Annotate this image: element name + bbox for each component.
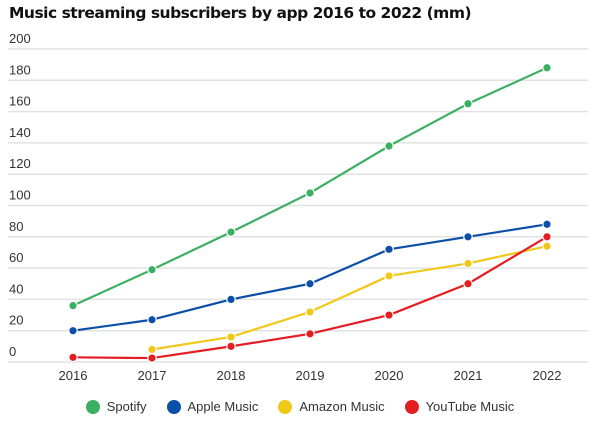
x-tick-label: 2022 — [533, 368, 562, 383]
legend-label: Amazon Music — [299, 399, 385, 414]
data-point[interactable] — [226, 341, 236, 352]
data-point[interactable] — [68, 325, 78, 336]
legend-item[interactable]: Amazon Music — [278, 399, 385, 414]
x-axis-ticks: 2016 2017 2018 2019 2020 2021 2022 — [59, 368, 562, 383]
data-point[interactable] — [226, 227, 236, 237]
y-tick-label: 180 — [9, 62, 31, 77]
legend-label: Spotify — [106, 399, 147, 414]
data-point[interactable] — [384, 141, 394, 151]
series-amazon-music — [147, 241, 552, 355]
y-tick-label: 120 — [9, 156, 31, 171]
line-chart: 0 20 40 60 80 100 120 140 160 180 200 2016 2017 2018… — [8, 31, 588, 383]
x-tick-label: 2019 — [296, 368, 325, 383]
data-point[interactable] — [542, 232, 552, 242]
data-point[interactable] — [147, 264, 157, 275]
data-point[interactable] — [384, 271, 394, 281]
x-tick-label: 2020 — [375, 368, 404, 383]
data-point[interactable] — [305, 329, 315, 339]
data-point[interactable] — [463, 232, 473, 242]
data-point[interactable] — [147, 353, 157, 363]
legend-item[interactable]: Spotify — [85, 399, 147, 414]
data-point[interactable] — [305, 188, 315, 198]
y-axis-ticks: 0 20 40 60 80 100 120 140 160 180 200 — [9, 31, 31, 359]
legend-label: Apple Music — [187, 399, 259, 414]
data-point[interactable] — [305, 307, 315, 317]
legend-marker-icon — [166, 399, 181, 414]
legend-marker-icon — [404, 399, 419, 414]
x-tick-label: 2017 — [138, 368, 167, 383]
data-point[interactable] — [542, 241, 552, 251]
series-spotify — [68, 62, 552, 311]
data-point[interactable] — [463, 258, 473, 269]
data-point[interactable] — [305, 278, 315, 289]
gridlines — [8, 48, 588, 363]
data-point[interactable] — [226, 294, 236, 305]
legend-marker-icon — [278, 399, 293, 414]
x-tick-label: 2021 — [454, 368, 483, 383]
data-point[interactable] — [226, 332, 236, 342]
series-line — [72, 66, 548, 307]
legend-marker-icon — [85, 399, 100, 414]
legend-item[interactable]: YouTube Music — [404, 399, 515, 414]
y-tick-label: 200 — [9, 31, 31, 46]
series-youtube-music — [68, 232, 552, 363]
y-tick-label: 100 — [9, 188, 31, 203]
data-point[interactable] — [68, 300, 78, 311]
chart-title: Music streaming subscribers by app 2016 … — [9, 4, 472, 22]
data-point[interactable] — [68, 352, 78, 363]
legend-item[interactable]: Apple Music — [166, 399, 259, 414]
data-point[interactable] — [147, 314, 157, 325]
y-tick-label: 0 — [9, 344, 16, 359]
y-tick-label: 140 — [9, 125, 31, 140]
data-point[interactable] — [384, 244, 394, 255]
legend-label: YouTube Music — [425, 399, 515, 414]
series-apple-music — [68, 219, 552, 336]
y-tick-label: 160 — [9, 94, 31, 109]
data-point[interactable] — [384, 310, 394, 320]
legend: Spotify Apple Music Amazon Music YouTube Mu… — [0, 399, 600, 414]
series-line — [151, 245, 548, 351]
x-tick-label: 2016 — [59, 368, 88, 383]
y-tick-label: 80 — [9, 219, 23, 234]
series-line — [72, 235, 548, 360]
data-point[interactable] — [542, 219, 552, 230]
data-point[interactable] — [463, 278, 473, 289]
data-point[interactable] — [542, 62, 552, 73]
data-point[interactable] — [463, 98, 473, 109]
series-lines — [68, 62, 552, 363]
y-tick-label: 60 — [9, 250, 23, 265]
x-tick-label: 2018 — [217, 368, 246, 383]
data-point[interactable] — [147, 344, 157, 355]
y-tick-label: 40 — [9, 281, 23, 296]
y-tick-label: 20 — [9, 313, 23, 328]
